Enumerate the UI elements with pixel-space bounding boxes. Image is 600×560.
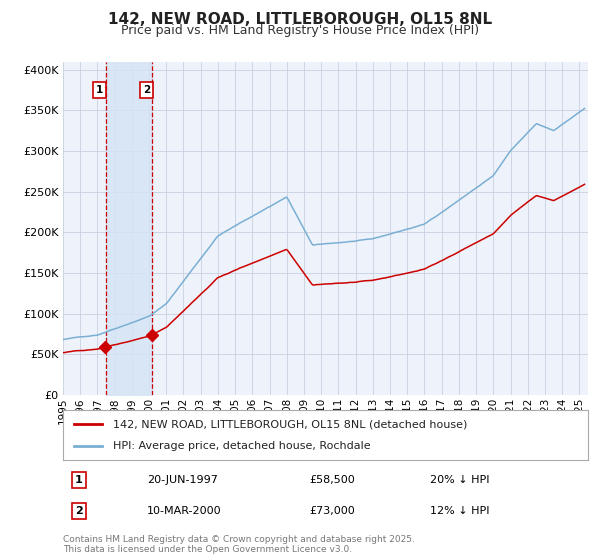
- Text: 2: 2: [143, 85, 150, 95]
- Text: 142, NEW ROAD, LITTLEBOROUGH, OL15 8NL (detached house): 142, NEW ROAD, LITTLEBOROUGH, OL15 8NL (…: [113, 419, 467, 429]
- Text: £58,500: £58,500: [310, 475, 355, 485]
- Text: HPI: Average price, detached house, Rochdale: HPI: Average price, detached house, Roch…: [113, 441, 371, 451]
- Text: 142, NEW ROAD, LITTLEBOROUGH, OL15 8NL: 142, NEW ROAD, LITTLEBOROUGH, OL15 8NL: [108, 12, 492, 27]
- Text: 20-JUN-1997: 20-JUN-1997: [147, 475, 218, 485]
- Text: 20% ↓ HPI: 20% ↓ HPI: [431, 475, 490, 485]
- Text: £73,000: £73,000: [310, 506, 355, 516]
- Text: 1: 1: [96, 85, 103, 95]
- Text: Price paid vs. HM Land Registry's House Price Index (HPI): Price paid vs. HM Land Registry's House …: [121, 24, 479, 38]
- Text: Contains HM Land Registry data © Crown copyright and database right 2025.
This d: Contains HM Land Registry data © Crown c…: [63, 535, 415, 554]
- Text: 2: 2: [75, 506, 83, 516]
- Text: 1: 1: [75, 475, 83, 485]
- Text: 10-MAR-2000: 10-MAR-2000: [147, 506, 221, 516]
- Text: 12% ↓ HPI: 12% ↓ HPI: [431, 506, 490, 516]
